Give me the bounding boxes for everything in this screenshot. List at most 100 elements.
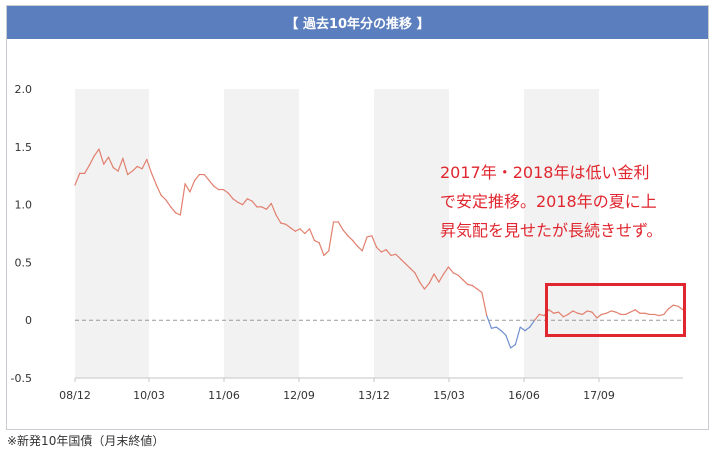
x-tick-label: 10/03 [133,389,165,402]
plot-band [224,89,299,378]
y-tick-label: 0.5 [15,256,33,269]
series-line-segment [280,222,287,225]
data-point [615,311,617,313]
annotation-text: 2017年・2018年は低い金利 で安定推移。2018年の夏に上 昇気配を見せた… [440,158,700,245]
data-point [285,223,287,225]
y-tick-label: 0 [25,314,32,327]
series-line-segment [615,311,622,316]
x-tick-label: 12/09 [283,389,315,402]
data-point [610,310,612,312]
data-point [160,194,162,196]
series-line-segment [251,200,258,208]
series-line-segment [533,313,540,321]
data-point [376,246,378,248]
series-line-segment [93,148,100,157]
data-point [605,312,608,314]
data-point [668,308,670,310]
series-line-segment [486,314,493,329]
series-line-segment [519,326,526,332]
series-line-segment [261,206,268,210]
data-point [170,206,172,208]
data-point [538,313,540,316]
data-point [117,170,119,172]
data-point [419,281,421,283]
series-line-segment [98,148,105,165]
data-point [395,253,397,255]
series-line-segment [629,309,636,313]
data-point [433,273,435,275]
series-line-segment [227,192,234,200]
series-line-segment [194,173,201,181]
series-line-segment [538,313,545,317]
series-line-segment [208,179,215,187]
series-line-segment [337,221,344,231]
data-point [198,173,201,176]
series-line-segment [610,310,617,313]
series-line-segment [481,291,488,317]
series-line-segment [165,199,172,208]
series-line-segment [366,235,373,238]
series-line-segment [605,310,612,314]
footnote: ※新発10年国債（月末終値） [7,434,165,448]
series-line-segment [404,262,411,269]
data-point [256,206,258,208]
series-line-segment [462,279,469,285]
series-line-segment [443,266,450,275]
data-point [658,314,660,317]
data-point [227,192,229,194]
series-line-segment [127,170,134,176]
series-line-segment [644,312,651,316]
data-point [318,242,320,244]
series-line-segment [653,313,660,317]
data-point [457,274,459,276]
data-point [155,184,157,186]
series-line-segment [103,156,110,165]
data-point [313,239,315,242]
data-point [103,163,105,165]
series-line-segment [624,311,631,316]
series-line-segment [452,272,459,276]
data-point [524,330,526,332]
data-point [500,330,502,332]
data-point [308,228,311,230]
data-point [304,232,306,235]
data-point [428,282,430,284]
series-line-segment [289,227,296,232]
data-point [553,312,555,314]
series-line-segment [586,310,593,313]
data-point [270,202,272,205]
series-line-segment [174,212,181,216]
data-point [414,272,416,274]
data-point [136,165,138,168]
series-line-segment [658,313,665,317]
series-line-segment [591,311,598,319]
series-line-segment [170,206,177,214]
data-point [218,188,220,191]
data-point [174,212,177,214]
series-line-segment [265,202,272,210]
series-line-segment [371,235,378,248]
series-line-segment [347,235,354,242]
data-point [237,201,239,203]
data-point [543,314,545,317]
data-point [548,309,550,311]
series-line-segment [237,201,244,206]
plot-band [374,89,449,378]
series-line-segment [438,273,445,283]
data-point [443,273,445,275]
series-line-segment [184,183,191,193]
data-point [189,191,191,193]
series-line-segment [634,309,641,314]
data-point [462,279,464,281]
series-line-segment [285,223,292,229]
data-point [380,251,382,253]
data-point [409,267,411,269]
series-line-segment [241,198,248,206]
series-line-segment [428,273,435,284]
data-point [385,249,387,251]
annotation-line-1: 2017年・2018年は低い金利 [440,163,650,182]
series-line-segment [323,250,330,257]
series-line-segment [380,249,387,253]
data-point [438,281,440,283]
data-point [466,283,469,285]
